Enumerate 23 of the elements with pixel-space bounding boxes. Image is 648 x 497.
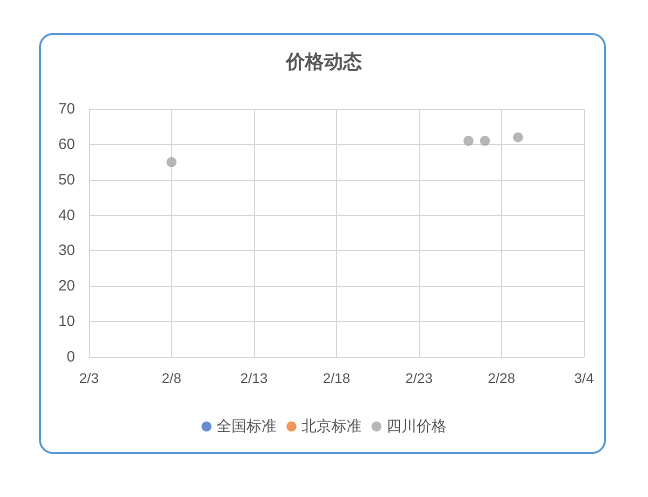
y-tick-label: 0	[66, 348, 75, 366]
point	[513, 132, 523, 142]
x-tick-label: 2/8	[162, 370, 182, 386]
x-tick-label: 2/13	[240, 370, 268, 386]
legend-label: 四川价格	[386, 418, 446, 435]
point	[480, 136, 490, 146]
y-tick-label: 20	[58, 278, 75, 295]
y-tick-label: 70	[58, 100, 75, 118]
x-tick-label: 2/23	[405, 370, 433, 386]
y-tick-label: 30	[58, 242, 75, 260]
y-tick-label: 40	[58, 206, 75, 224]
point	[464, 136, 474, 146]
point	[166, 157, 176, 168]
y-tick-label: 50	[58, 171, 75, 188]
legend-label: 全国标准	[216, 418, 276, 435]
x-tick-label: 2/3	[79, 370, 99, 386]
chart-title: 价格动态	[285, 51, 362, 73]
x-tick-label: 2/18	[322, 370, 350, 386]
legend-label: 北京标准	[302, 418, 362, 435]
y-tick-label: 60	[58, 136, 75, 153]
x-tick-label: 2/28	[488, 370, 516, 386]
x-tick-label: 3/4	[574, 370, 594, 386]
y-tick-label: 10	[58, 313, 75, 330]
